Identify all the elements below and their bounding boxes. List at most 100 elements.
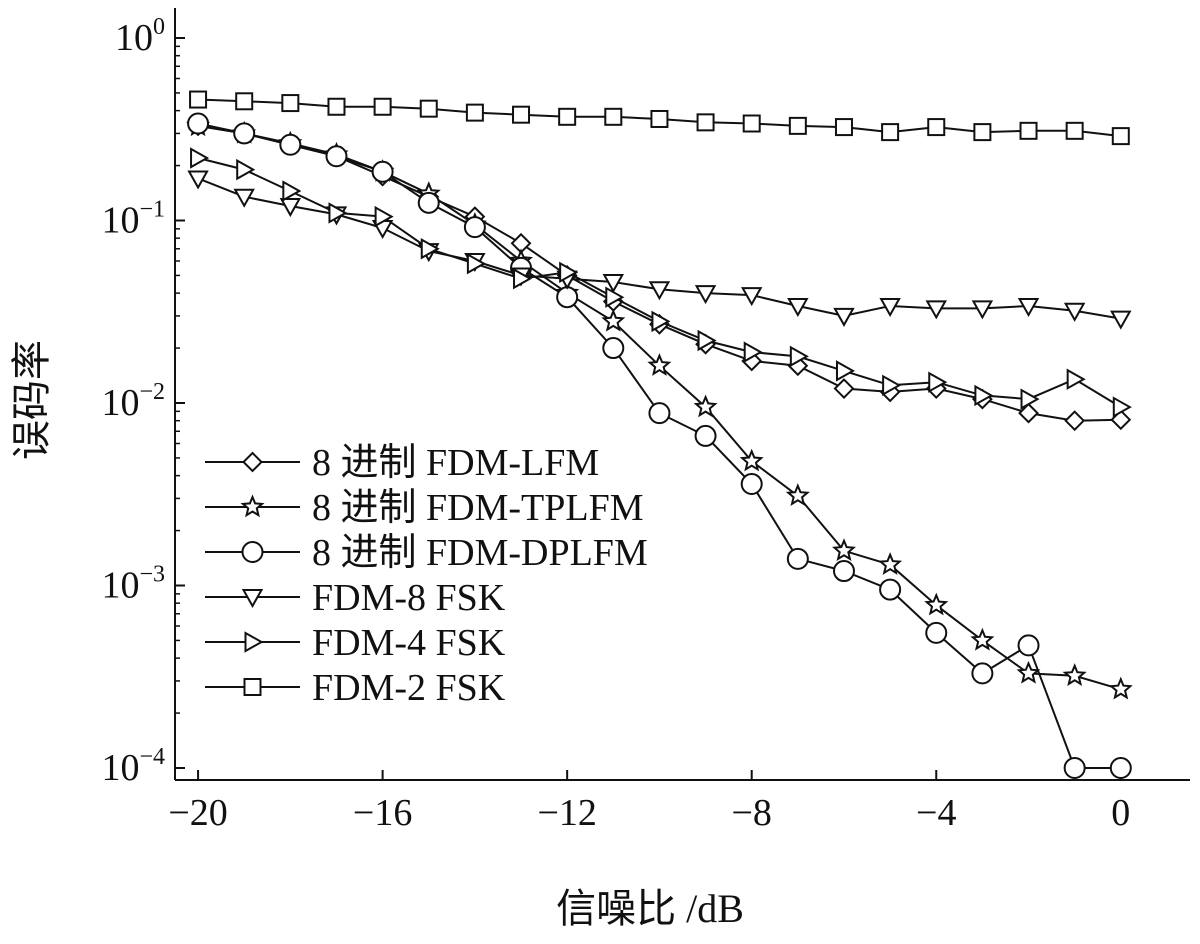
data-point <box>1066 368 1086 390</box>
x-axis-label: 信噪比 /dB <box>556 886 744 931</box>
data-point <box>833 307 855 327</box>
data-point <box>374 205 394 228</box>
data-point <box>927 118 946 137</box>
legend-marker <box>243 678 262 696</box>
data-point <box>973 123 992 142</box>
legend-entry: 8 进制 FDM-TPLFM <box>205 487 644 529</box>
data-point <box>1020 388 1040 410</box>
data-point <box>1064 410 1086 432</box>
data-point <box>236 158 256 181</box>
data-point <box>924 592 949 616</box>
data-point <box>279 198 302 218</box>
data-point <box>833 378 855 399</box>
data-point <box>832 560 855 583</box>
data-point <box>559 261 579 284</box>
series-lines <box>186 90 1133 779</box>
data-point <box>1017 634 1040 657</box>
data-point <box>1111 127 1130 146</box>
data-point <box>832 538 856 562</box>
data-point <box>648 281 671 301</box>
data-point <box>650 109 669 128</box>
legend-label: 8 进制 FDM-LFM <box>312 442 599 484</box>
data-point <box>1017 298 1040 318</box>
legend-label: FDM-8 FSK <box>312 577 506 619</box>
series-square <box>189 90 1130 146</box>
data-point <box>740 472 763 495</box>
data-point <box>1065 121 1084 140</box>
data-point <box>327 97 346 116</box>
series-line <box>197 124 1121 422</box>
data-point <box>465 103 484 122</box>
data-point <box>233 122 256 145</box>
data-point <box>835 360 856 382</box>
data-point <box>371 160 394 183</box>
y-tick-label: 10−3 <box>101 562 165 607</box>
legend-marker <box>240 494 265 518</box>
data-point <box>281 94 300 113</box>
legend-label: 8 进制 FDM-TPLFM <box>312 487 644 529</box>
data-point <box>328 202 348 224</box>
data-point <box>743 341 763 363</box>
data-point <box>373 97 392 116</box>
legend-marker <box>241 541 264 563</box>
data-point <box>1112 396 1132 418</box>
data-point <box>1016 660 1041 684</box>
legend-entry: 8 进制 FDM-DPLFM <box>205 532 648 574</box>
data-point <box>282 180 302 202</box>
legend-marker <box>244 631 264 653</box>
data-point <box>417 191 440 214</box>
data-point <box>419 99 438 118</box>
data-point <box>235 92 254 111</box>
data-point <box>694 424 717 447</box>
data-point <box>1108 676 1133 700</box>
legend-label: FDM-4 FSK <box>312 622 506 664</box>
data-point <box>971 662 994 685</box>
data-point <box>279 133 302 156</box>
legend-entry: FDM-8 FSK <box>205 577 506 619</box>
data-point <box>878 552 903 575</box>
data-point <box>513 267 533 290</box>
data-point <box>463 216 486 239</box>
data-point <box>834 118 853 137</box>
data-point <box>558 107 577 126</box>
data-point <box>693 394 718 418</box>
series-triangle-right <box>190 147 1132 418</box>
data-point <box>189 90 208 109</box>
data-point <box>325 145 348 168</box>
data-point <box>786 547 809 570</box>
x-tick-label: −20 <box>168 792 227 834</box>
data-point <box>742 114 761 133</box>
data-point <box>602 337 625 360</box>
data-point <box>651 310 671 333</box>
data-point <box>925 621 948 644</box>
x-tick-label: −8 <box>731 792 771 834</box>
legend-label: FDM-2 FSK <box>312 667 506 709</box>
data-point <box>1018 402 1039 424</box>
data-point <box>928 371 948 393</box>
y-axis-label: 误码率 <box>9 340 54 460</box>
legend-entry: FDM-2 FSK <box>205 667 506 709</box>
data-point <box>694 285 717 305</box>
series-triangle-down <box>187 170 1132 330</box>
data-point <box>605 286 625 308</box>
x-tick-label: −4 <box>916 792 956 834</box>
y-tick-label: 10−2 <box>101 379 165 424</box>
data-point <box>787 298 809 318</box>
data-point <box>1062 663 1087 687</box>
x-tick-label: −16 <box>353 792 412 834</box>
data-point <box>974 384 994 407</box>
data-point <box>602 274 625 294</box>
data-point <box>190 147 210 169</box>
series-circle <box>187 112 1132 779</box>
data-point <box>696 113 715 132</box>
data-point <box>697 329 717 352</box>
data-point <box>1109 757 1132 779</box>
data-point <box>788 116 807 135</box>
data-point <box>785 483 810 507</box>
y-tick-label: 10−1 <box>101 197 165 242</box>
legend-entry: 8 进制 FDM-LFM <box>205 442 599 484</box>
legend-marker <box>242 451 263 473</box>
data-point <box>879 578 902 601</box>
